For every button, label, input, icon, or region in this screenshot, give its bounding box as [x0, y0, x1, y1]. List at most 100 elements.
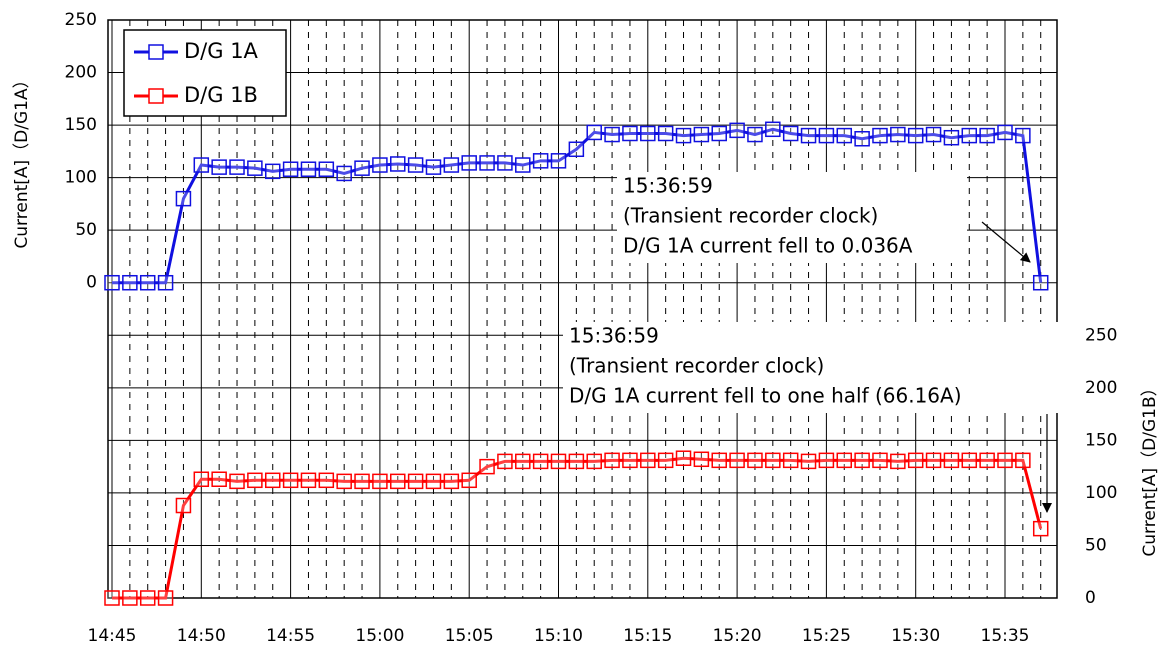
plot-frame: [107, 19, 1058, 599]
annotation-box: [563, 322, 1058, 413]
marker: [390, 156, 406, 172]
marker: [961, 452, 978, 469]
x-tick-label: 14:50: [177, 626, 226, 646]
marker: [515, 157, 531, 173]
marker: [693, 451, 710, 468]
y-tick-label: 100: [65, 168, 97, 188]
marker: [765, 452, 781, 469]
marker: [979, 127, 995, 144]
marker: [765, 121, 781, 138]
marker: [425, 159, 442, 175]
marker: [407, 157, 424, 173]
x-tick-label: 14:45: [88, 626, 137, 646]
marker: [211, 471, 227, 487]
marker: [318, 472, 335, 489]
y-tick-label: 200: [65, 63, 97, 83]
marker: [175, 190, 192, 207]
annotation-box: [617, 172, 967, 263]
marker: [1015, 452, 1031, 469]
series-line: [112, 456, 1043, 600]
x-tick-label: 15:00: [355, 626, 404, 646]
marker: [354, 160, 370, 176]
marker: [247, 160, 263, 176]
marker: [586, 124, 602, 141]
marker: [890, 126, 906, 143]
marker: [586, 453, 602, 470]
marker: [907, 452, 924, 469]
marker: [497, 453, 513, 470]
marker: [604, 126, 620, 143]
marker: [818, 452, 835, 469]
y2-tick-label: 0: [1085, 588, 1096, 608]
marker: [872, 452, 888, 469]
marker: [193, 157, 210, 173]
marker: [711, 125, 727, 142]
marker: [300, 161, 317, 177]
marker: [782, 125, 799, 142]
marker: [443, 473, 460, 490]
marker: [229, 159, 245, 175]
marker: [568, 141, 585, 158]
legend-marker: [148, 88, 164, 104]
marker: [122, 590, 138, 606]
marker: [925, 126, 942, 143]
marker: [104, 274, 120, 291]
marker: [747, 452, 763, 469]
marker: [943, 129, 960, 146]
y2-tick-label: 250: [1085, 325, 1117, 345]
y2-tick-label: 50: [1085, 535, 1107, 555]
marker: [122, 274, 138, 291]
y-tick-label: 50: [75, 220, 97, 240]
marker: [139, 274, 156, 291]
marker: [497, 155, 513, 171]
marker: [622, 452, 638, 469]
marker: [479, 458, 495, 475]
legend-label: D/G 1B: [184, 83, 258, 107]
annotation-text: D/G 1A current fell to 0.036A: [623, 234, 913, 258]
marker: [461, 155, 477, 171]
marker: [907, 127, 924, 144]
marker: [157, 274, 174, 291]
x-tick-label: 15:05: [445, 626, 494, 646]
marker: [568, 453, 585, 470]
marker: [657, 125, 674, 142]
marker: [1032, 520, 1049, 537]
marker: [264, 163, 281, 180]
marker: [229, 473, 245, 490]
marker: [550, 153, 567, 169]
marker: [943, 452, 960, 469]
marker: [800, 127, 817, 144]
marker: [675, 127, 692, 144]
marker: [622, 125, 638, 142]
marker: [336, 165, 352, 182]
marker: [729, 452, 745, 469]
y2-axis-label: Current[A]（D/G1B）: [1140, 379, 1160, 556]
marker: [300, 472, 317, 489]
marker: [800, 453, 817, 470]
marker: [729, 122, 745, 139]
marker: [747, 126, 763, 143]
marker: [854, 131, 870, 147]
marker: [1032, 274, 1049, 291]
marker: [836, 127, 853, 144]
y2-tick-label: 150: [1085, 430, 1117, 450]
marker: [1015, 127, 1031, 144]
y-tick-label: 250: [65, 10, 97, 30]
marker: [604, 452, 620, 469]
y-axis-label: Current[A]（D/G1A）: [12, 71, 32, 248]
marker: [443, 157, 460, 173]
marker: [282, 472, 299, 489]
marker: [550, 453, 567, 470]
marker: [193, 471, 210, 487]
marker: [407, 473, 424, 490]
marker: [854, 452, 870, 469]
legend-label: D/G 1A: [184, 39, 259, 63]
marker: [890, 453, 906, 470]
marker: [318, 161, 335, 177]
annotation-arrow: [981, 221, 1031, 263]
marker: [211, 159, 227, 175]
annotation-text: 15:36:59: [569, 324, 659, 348]
series-line: [112, 127, 1043, 285]
